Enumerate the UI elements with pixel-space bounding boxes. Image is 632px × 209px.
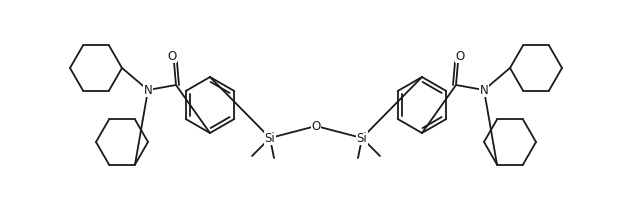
Text: O: O — [312, 120, 320, 133]
Text: Si: Si — [265, 131, 276, 144]
Text: O: O — [167, 50, 176, 62]
Text: N: N — [143, 84, 152, 97]
Text: N: N — [480, 84, 489, 97]
Text: Si: Si — [356, 131, 367, 144]
Text: O: O — [456, 50, 465, 62]
